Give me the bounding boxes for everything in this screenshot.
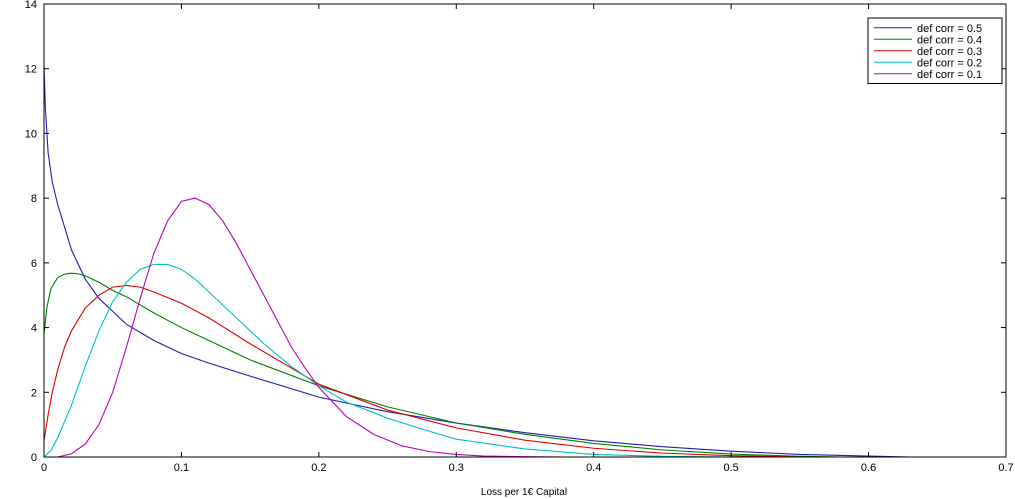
y-tick-label: 2	[31, 387, 37, 399]
y-tick-label: 14	[25, 0, 37, 11]
series-line-2	[43, 272, 842, 458]
series-line-5	[44, 197, 594, 458]
y-tick-label: 4	[31, 323, 37, 335]
y-tick-label: 8	[31, 193, 37, 205]
legend-entry-1: def corr = 0.5	[917, 23, 982, 35]
x-tick-label: 0.5	[723, 462, 738, 474]
y-tick-label: 0	[31, 452, 37, 464]
x-axis-label: Loss per 1€ Capital	[481, 487, 567, 498]
y-tick-label: 12	[25, 64, 37, 76]
x-tick-label: 0.3	[449, 462, 464, 474]
ticks-layer: 0 0.1 0.2 0.3 0.4 0.5 0.6 0.7 0 2 4 6 8 10 12 14	[25, 0, 1014, 474]
series-line-4	[43, 263, 732, 458]
plot-frame	[43, 3, 1007, 458]
x-tick-label: 0.4	[586, 462, 601, 474]
legend-entry-5: def corr = 0.1	[917, 69, 982, 81]
legend-entry-4: def corr = 0.2	[917, 57, 982, 69]
series-layer	[43, 65, 910, 458]
y-tick-label: 6	[31, 258, 37, 270]
series-line-3	[43, 284, 800, 458]
legend-entry-3: def corr = 0.3	[917, 46, 982, 58]
axes-layer	[43, 3, 1007, 458]
x-tick-label: 0.6	[861, 462, 876, 474]
x-tick-label: 0.7	[998, 462, 1013, 474]
y-tick-label: 10	[25, 128, 37, 140]
legend-entry-2: def corr = 0.4	[917, 34, 982, 46]
x-tick-label: 0	[41, 462, 47, 474]
x-tick-label: 0.1	[174, 462, 189, 474]
series-line-1	[43, 65, 910, 458]
x-tick-label: 0.2	[311, 462, 326, 474]
